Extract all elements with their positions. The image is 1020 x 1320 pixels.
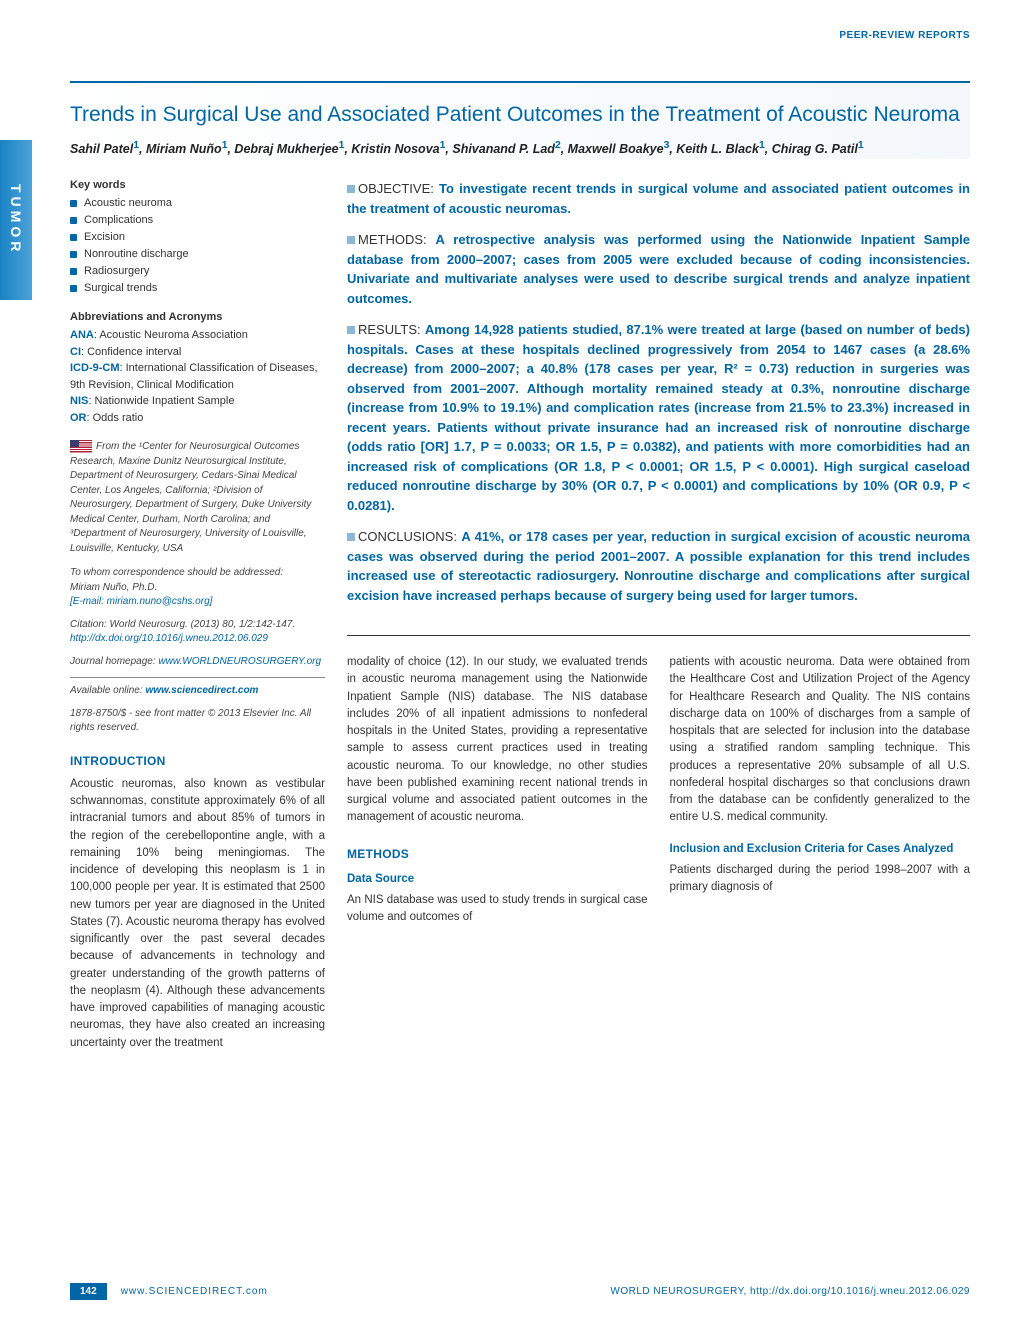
keyword-item: Nonroutine discharge — [70, 246, 325, 263]
journal-homepage: Journal homepage: www.WORLDNEUROSURGERY.… — [70, 655, 325, 670]
methods-col2: patients with acoustic neuroma. Data wer… — [670, 654, 971, 827]
abs-objective: OBJECTIVE: To investigate recent trends … — [347, 179, 970, 218]
abbr-list: ANA: Acoustic Neuroma AssociationCI: Con… — [70, 327, 325, 426]
abbr-item: CI: Confidence interval — [70, 344, 325, 361]
abbr-label: Abbreviations and Acronyms — [70, 311, 325, 323]
email-link[interactable]: [E-mail: miriam.nuno@cshs.org] — [70, 596, 212, 607]
methods-p2: Patients discharged during the period 19… — [670, 862, 971, 897]
data-source-heading: Data Source — [347, 871, 648, 888]
abs-methods: METHODS: A retrospective analysis was pe… — [347, 230, 970, 308]
journal-link[interactable]: www.WORLDNEUROSURGERY.org — [158, 656, 321, 667]
correspondence: To whom correspondence should be address… — [70, 566, 325, 610]
keyword-item: Radiosurgery — [70, 263, 325, 280]
bullet-icon — [347, 326, 355, 334]
methods-heading: METHODS — [347, 845, 648, 863]
abbr-item: OR: Odds ratio — [70, 410, 325, 427]
intro-left-text: Acoustic neuromas, also known as vestibu… — [70, 776, 325, 1052]
bullet-icon — [347, 236, 355, 244]
title-block: Trends in Surgical Use and Associated Pa… — [70, 81, 970, 159]
main-column: OBJECTIVE: To investigate recent trends … — [347, 179, 970, 1052]
page: PEER-REVIEW REPORTS Trends in Surgical U… — [0, 0, 1020, 1082]
available-online: Available online: www.sciencedirect.com — [70, 684, 325, 699]
affiliations: From the ¹Center for Neurosurgical Outco… — [70, 440, 325, 556]
inclusion-heading: Inclusion and Exclusion Criteria for Cas… — [670, 841, 971, 858]
doi-link[interactable]: http://dx.doi.org/10.1016/j.wneu.2012.06… — [70, 633, 268, 644]
sidebar-column: Key words Acoustic neuromaComplicationsE… — [70, 179, 325, 1052]
footer-journal: WORLD NEUROSURGERY, http://dx.doi.org/10… — [610, 1286, 970, 1297]
keywords-list: Acoustic neuromaComplicationsExcisionNon… — [70, 195, 325, 297]
body-columns: modality of choice (12). In our study, w… — [347, 654, 970, 926]
footer-sciencedirect: www.SCIENCEDIRECT.com — [121, 1286, 268, 1297]
flag-icon — [70, 440, 92, 454]
abbr-item: ICD-9-CM: International Classification o… — [70, 360, 325, 393]
bullet-icon — [347, 185, 355, 193]
abstract: OBJECTIVE: To investigate recent trends … — [347, 179, 970, 636]
abs-results: RESULTS: Among 14,928 patients studied, … — [347, 320, 970, 515]
authors: Sahil Patel1, Miriam Nuño1, Debraj Mukhe… — [70, 138, 970, 159]
citation: Citation: World Neurosurg. (2013) 80, 1/… — [70, 618, 325, 647]
keyword-item: Surgical trends — [70, 280, 325, 297]
keywords-label: Key words — [70, 179, 325, 191]
article-title: Trends in Surgical Use and Associated Pa… — [70, 101, 970, 128]
footer: 142 www.SCIENCEDIRECT.com WORLD NEUROSUR… — [70, 1283, 970, 1300]
keyword-item: Excision — [70, 229, 325, 246]
online-link[interactable]: www.sciencedirect.com — [145, 685, 258, 696]
intro-heading: INTRODUCTION — [70, 754, 325, 768]
abs-conclusions: CONCLUSIONS: A 41%, or 178 cases per yea… — [347, 527, 970, 605]
copyright: 1878-8750/$ - see front matter © 2013 El… — [70, 707, 325, 736]
keyword-item: Complications — [70, 212, 325, 229]
bullet-icon — [347, 533, 355, 541]
keyword-item: Acoustic neuroma — [70, 195, 325, 212]
abbr-item: ANA: Acoustic Neuroma Association — [70, 327, 325, 344]
divider — [70, 677, 325, 678]
header-label: PEER-REVIEW REPORTS — [70, 30, 970, 41]
abbr-item: NIS: Nationwide Inpatient Sample — [70, 393, 325, 410]
intro-continuation: modality of choice (12). In our study, w… — [347, 654, 648, 827]
page-number: 142 — [70, 1283, 107, 1300]
methods-p1: An NIS database was used to study trends… — [347, 892, 648, 927]
